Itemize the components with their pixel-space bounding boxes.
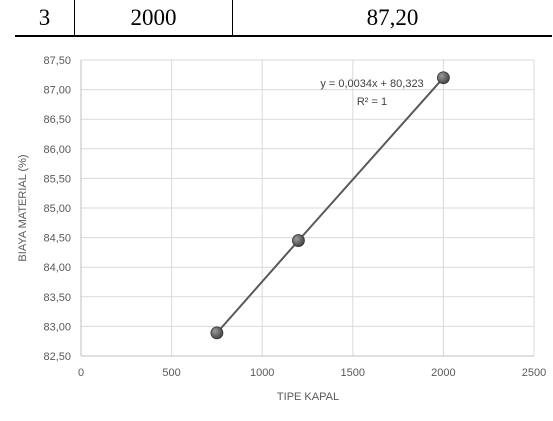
x-tick-label: 1500	[341, 367, 365, 379]
y-tick-label: 83,50	[43, 292, 71, 304]
y-tick-label: 82,50	[43, 351, 71, 363]
y-tick-label: 84,50	[43, 233, 71, 245]
table-cell-tipe: 2000	[75, 0, 233, 35]
y-axis-title: BIAYA MATERIAL (%)	[17, 154, 29, 261]
r-squared-label: R² = 1	[357, 96, 387, 108]
axes	[80, 60, 534, 357]
trendline-equation: y = 0,0034x + 80,323	[320, 78, 423, 90]
data-point	[210, 326, 224, 340]
scatter-chart: 0 500 1000 1500 2000 2500 82,50 83,00 83,50 84,0…	[17, 55, 546, 403]
y-tick-label: 87,50	[43, 55, 71, 67]
x-tick-label: 500	[162, 367, 180, 379]
y-tick-label: 87,00	[43, 85, 71, 97]
data-point	[436, 71, 450, 85]
table-row: 3 2000 87,20	[15, 0, 552, 37]
data-points	[210, 71, 450, 340]
x-tick-label: 2000	[431, 367, 455, 379]
y-tick-label: 85,00	[43, 203, 71, 215]
y-tick-label: 83,00	[43, 321, 71, 333]
x-axis-title: TIPE KAPAL	[277, 391, 339, 403]
y-tick-label: 85,50	[43, 173, 71, 185]
y-tick-label: 84,00	[43, 262, 71, 274]
grid	[81, 59, 535, 356]
series-line	[216, 77, 445, 334]
y-tick-label: 86,00	[43, 144, 71, 156]
table-cell-biaya: 87,20	[366, 4, 419, 30]
trendline	[216, 77, 445, 334]
x-tick-label: 2500	[522, 367, 546, 379]
table-cell-no: 3	[15, 0, 75, 35]
y-tick-label: 86,50	[43, 114, 71, 126]
y-tick-labels: 82,50 83,00 83,50 84,00 84,50 85,00 85,50 86,00…	[43, 55, 71, 363]
x-tick-labels: 0 500 1000 1500 2000 2500	[78, 367, 546, 379]
data-point	[292, 234, 305, 247]
x-tick-label: 0	[78, 367, 84, 379]
x-tick-label: 1000	[250, 367, 274, 379]
